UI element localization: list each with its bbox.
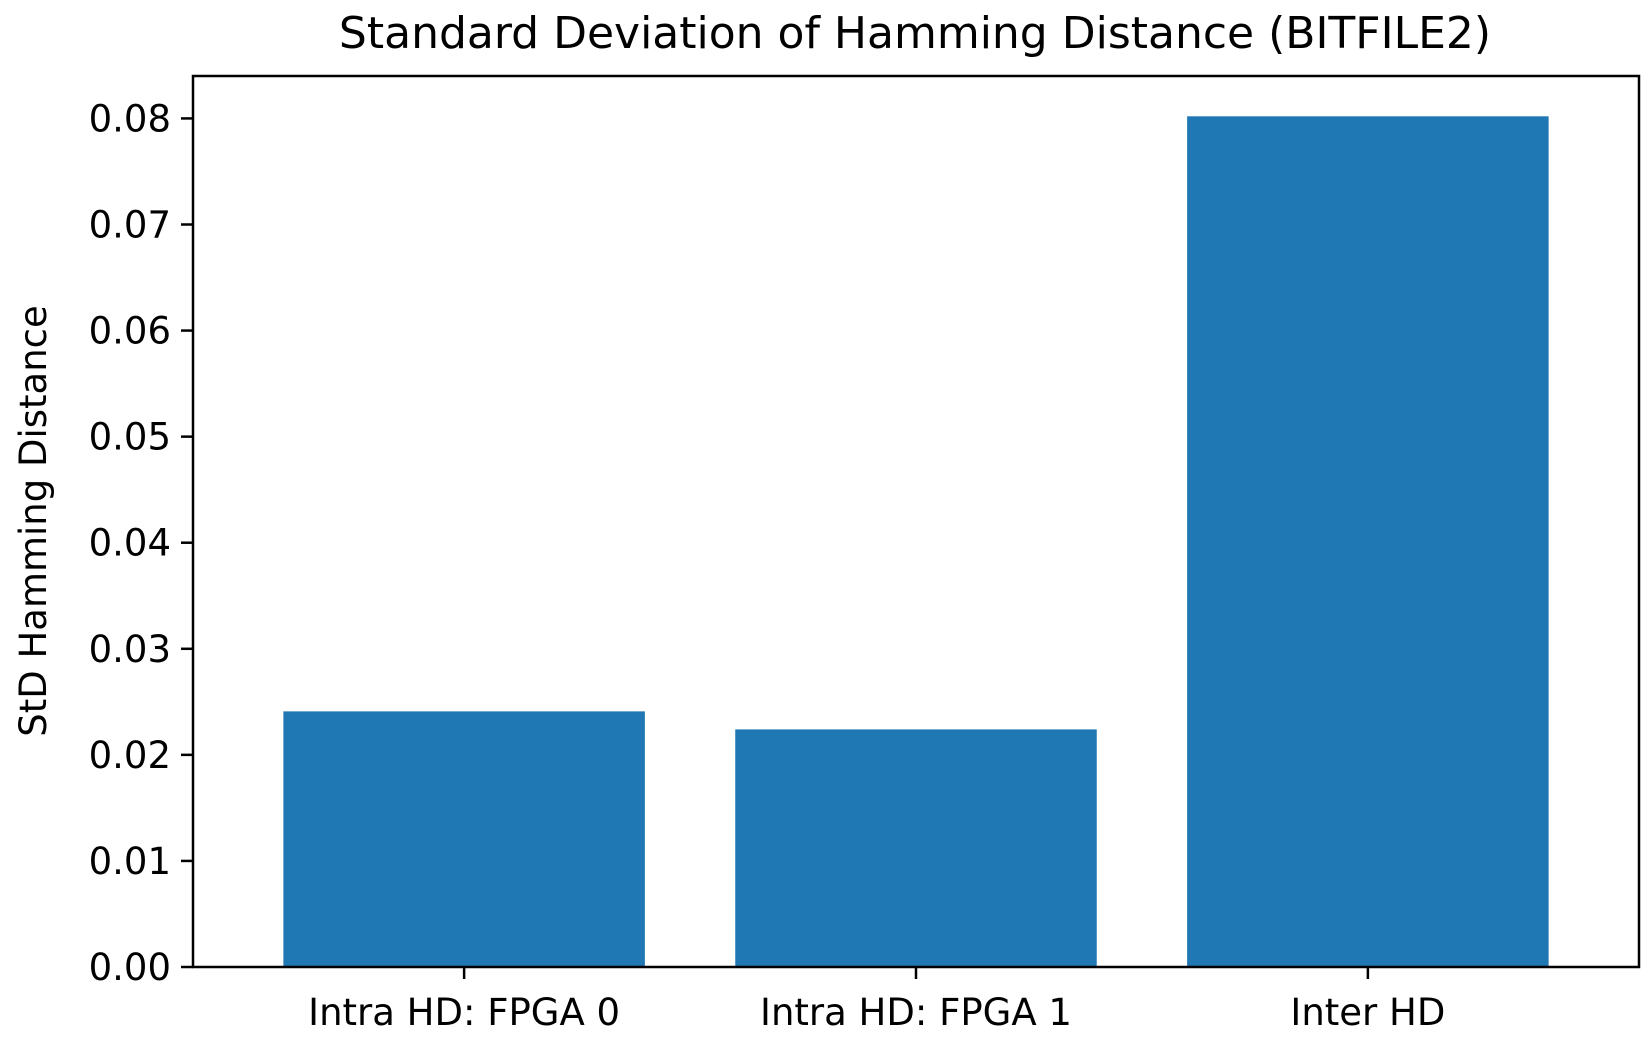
- chart-title: Standard Deviation of Hamming Distance (…: [339, 8, 1491, 59]
- y-tick-label-7: 0.07: [89, 204, 171, 247]
- y-tick-label-0: 0.00: [89, 946, 171, 989]
- y-tick-label-2: 0.02: [89, 734, 171, 777]
- y-axis-label: StD Hamming Distance: [12, 305, 55, 737]
- bar-1: [735, 729, 1097, 967]
- y-tick-label-3: 0.03: [89, 628, 171, 671]
- bar-0: [283, 711, 645, 967]
- ticks-layer: Intra HD: FPGA 0 Intra HD: FPGA 1 Inter HD…: [89, 97, 1446, 1034]
- plot-frame: [191, 74, 1641, 969]
- y-tick-label-4: 0.04: [89, 522, 171, 565]
- y-tick-label-8: 0.08: [89, 97, 171, 140]
- x-tick-label-2: Inter HD: [1290, 991, 1445, 1034]
- x-tick-label-1: Intra HD: FPGA 1: [760, 991, 1072, 1034]
- x-tick-label-0: Intra HD: FPGA 0: [308, 991, 620, 1034]
- y-tick-label-5: 0.05: [89, 416, 171, 459]
- y-tick-label-1: 0.01: [89, 840, 171, 883]
- bars-layer: [283, 116, 1549, 968]
- bar-2: [1187, 116, 1549, 968]
- y-tick-label-6: 0.06: [89, 310, 171, 353]
